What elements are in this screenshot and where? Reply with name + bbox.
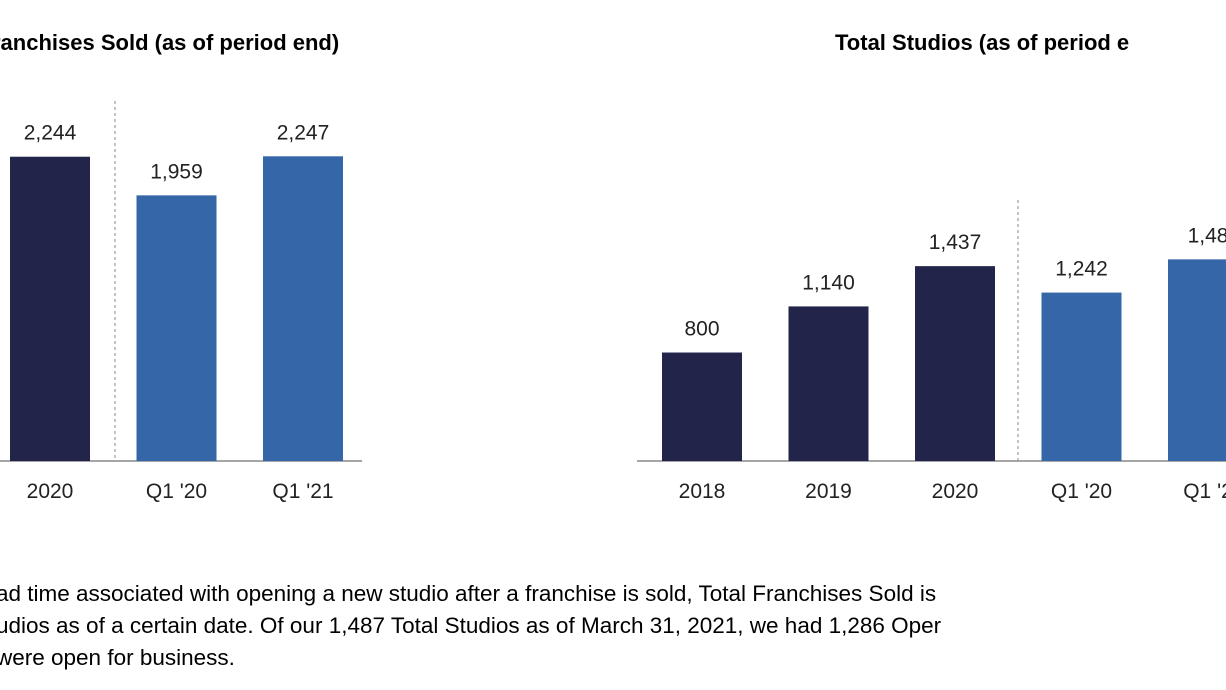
bar: [263, 156, 343, 461]
bar: [1168, 259, 1226, 461]
x-tick-label: Q1 '20: [146, 480, 207, 503]
paragraph-line: udios as of a certain date. Of our 1,487…: [0, 613, 942, 638]
x-tick-label: Q1 '2: [1183, 480, 1226, 503]
x-tick-label: Q1 '20: [1051, 480, 1112, 503]
x-tick-label: Q1 '21: [272, 480, 333, 503]
x-tick-label: 2020: [932, 480, 979, 503]
value-label: 1,48: [1188, 224, 1226, 247]
bar: [788, 306, 869, 461]
x-tick-label: 2019: [805, 480, 852, 503]
bar: [915, 266, 995, 461]
x-tick-label: 2020: [27, 480, 74, 503]
value-label: 800: [684, 318, 719, 341]
value-label: 1,959: [150, 160, 203, 183]
x-tick-label: 2018: [679, 480, 726, 503]
chart-title: Total Studios (as of period e: [835, 30, 1129, 55]
bar: [10, 156, 90, 461]
value-label: 2,247: [277, 121, 330, 144]
value-label: 1,242: [1055, 258, 1108, 281]
value-label: 2,244: [24, 122, 77, 145]
bar: [136, 195, 217, 461]
chart-title: ranchises Sold (as of period end): [0, 30, 339, 55]
value-label: 1,140: [802, 271, 855, 294]
paragraph-line: were open for business.: [0, 645, 235, 670]
paragraph-line: ad time associated with opening a new st…: [0, 581, 936, 606]
bar: [1041, 292, 1122, 461]
bar: [662, 352, 742, 461]
value-label: 1,437: [929, 231, 982, 254]
